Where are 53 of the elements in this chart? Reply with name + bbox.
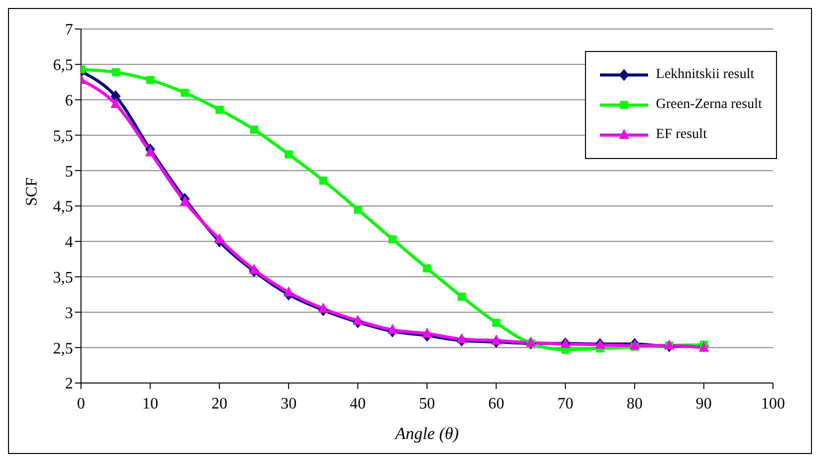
x-tick-label: 90 [696,395,712,412]
point [388,235,396,244]
point [284,150,293,158]
y-axis-title: SCF [24,177,41,206]
point [110,98,121,108]
x-tick-label: 50 [419,395,435,412]
y-tick-label: 2 [65,376,73,393]
x-tick-label: 0 [77,395,85,412]
point [145,146,156,156]
point [387,324,398,334]
x-tick-label: 40 [350,395,366,412]
y-tick-label: 5,5 [53,128,73,145]
point [180,196,190,206]
x-axis-title: Angle (θ) [394,424,460,443]
point [112,68,120,76]
x-tick-label: 20 [211,395,228,412]
point [250,126,258,134]
point [215,106,224,114]
point [526,336,536,347]
point [458,292,466,301]
point [423,264,431,272]
legend-label: EF result [656,126,707,144]
point [284,286,294,296]
point [456,333,467,344]
y-tick-label: 5 [65,163,73,180]
y-tick-label: 3,5 [53,269,73,286]
x-tick-label: 70 [557,395,574,412]
y-tick-label: 3 [65,304,73,322]
point [249,264,259,274]
legend-label: Lekhnitskii result [656,66,754,84]
point [491,334,502,345]
point [180,88,189,97]
x-tick-label: 30 [280,395,297,412]
point [318,302,328,313]
point [319,176,328,185]
point [422,327,432,338]
point [352,314,363,325]
y-tick-label: 4,5 [53,198,73,216]
x-tick-label: 10 [142,395,158,412]
y-tick-label: 6,5 [53,57,73,74]
y-tick-label: 7 [65,22,73,39]
x-tick-label: 60 [488,395,504,412]
x-tick-label: 80 [626,395,643,412]
point [354,206,362,214]
x-tick-label: 100 [761,395,785,412]
y-tick-label: 6 [65,92,73,110]
legend-label: Green-Zerna result [656,96,762,114]
y-tick-label: 2,5 [53,340,73,358]
point [492,318,500,327]
point [146,76,154,84]
y-tick-label: 4 [65,234,73,252]
point [214,233,224,244]
point [110,90,121,102]
